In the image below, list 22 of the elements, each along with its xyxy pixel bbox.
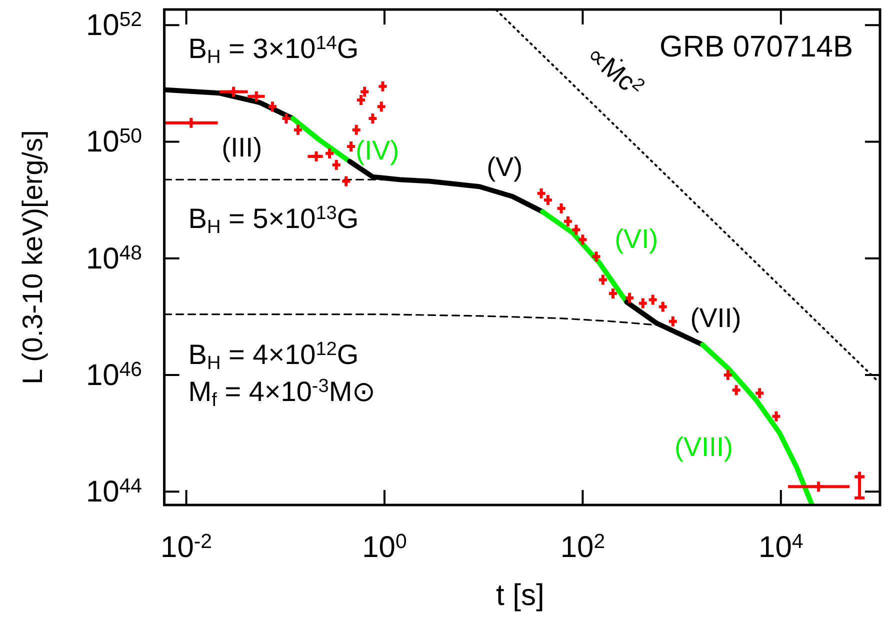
series-label: (V) xyxy=(486,152,523,182)
y-tick-label: 10$^{46}$ xyxy=(86,358,142,392)
x-tick-label: 10$^{2}$ xyxy=(560,531,606,564)
y-tick-label: 10$^{48}$ xyxy=(86,242,142,276)
y-axis-title: L (0.3-10 keV)[erg/s] xyxy=(17,130,48,384)
annotation: B$_{H}$ = 5×10$^{13}$G xyxy=(188,203,359,238)
series-label: (VII) xyxy=(690,302,742,333)
annotation: B$_{H}$ = 3×10$^{14}$G xyxy=(188,33,359,68)
x-tick-label: 10$^{0}$ xyxy=(362,531,407,564)
y-tick-label: 10$^{52}$ xyxy=(86,9,142,42)
annotation: M$_{f}$ = 4×10$^{-3}$M⊙ xyxy=(188,376,376,411)
y-tick-label: 10$^{50}$ xyxy=(86,126,142,159)
x-tick-label: 10$^{4}$ xyxy=(758,531,804,564)
y-tick-label: 10$^{44}$ xyxy=(86,476,142,509)
legend-label: (III) xyxy=(222,132,262,163)
series-label: (IV) xyxy=(356,135,400,166)
x-tick-label: 10$^{-2}$ xyxy=(160,531,212,564)
text: GRB 070714B xyxy=(660,30,853,64)
annotation: B$_{H}$ = 4×10$^{12}$G xyxy=(188,339,359,374)
series-label: (VI) xyxy=(614,224,658,254)
x-axis-title: t [s] xyxy=(496,579,544,612)
series-label: (VIII) xyxy=(674,432,734,462)
